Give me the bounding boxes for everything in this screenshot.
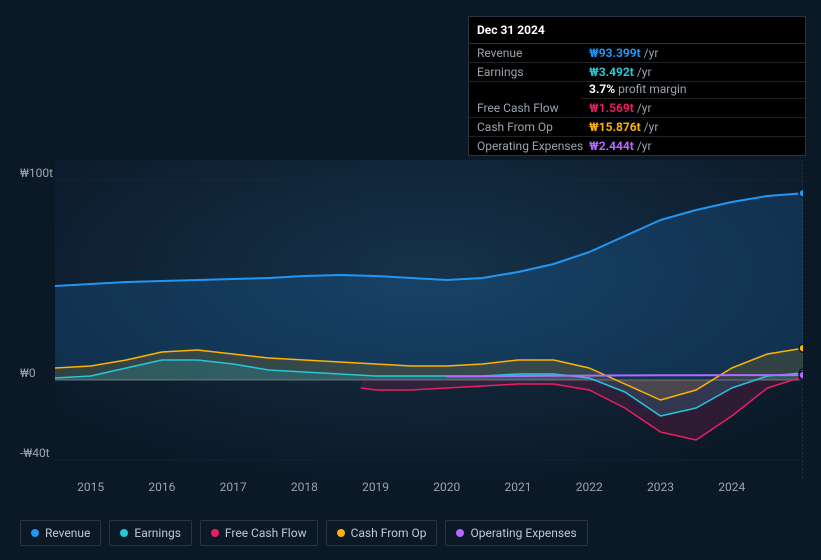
tooltip-row: Operating Expenses₩2.444t/yr: [469, 137, 805, 155]
x-axis-label: 2021: [505, 480, 532, 494]
tooltip-row-label: Operating Expenses: [477, 139, 589, 153]
tooltip-row: Free Cash Flow₩1.569t/yr: [469, 99, 805, 118]
y-axis-label: ₩100t: [20, 166, 53, 180]
x-axis-label: 2016: [148, 480, 175, 494]
tooltip-sub: 3.7%profit margin: [581, 82, 805, 99]
tooltip-row-value: ₩1.569t/yr: [589, 101, 652, 115]
x-axis-label: 2019: [362, 480, 389, 494]
legend-dot-icon: [31, 529, 39, 537]
legend-label: Free Cash Flow: [225, 526, 307, 540]
tooltip-row-value: ₩2.444t/yr: [589, 139, 652, 153]
tooltip-row: Revenue₩93.399t/yr: [469, 44, 805, 63]
chart-legend: Revenue Earnings Free Cash Flow Cash From O…: [20, 520, 588, 546]
x-axis-label: 2020: [433, 480, 460, 494]
chart-tooltip: Dec 31 2024 Revenue₩93.399t/yrEarnings₩3…: [468, 16, 806, 156]
financial-chart: [55, 160, 803, 480]
tooltip-row-label: Free Cash Flow: [477, 101, 589, 115]
x-axis-label: 2015: [77, 480, 104, 494]
legend-label: Cash From Op: [351, 526, 427, 540]
legend-item[interactable]: Free Cash Flow: [200, 520, 318, 546]
legend-item[interactable]: Revenue: [20, 520, 101, 546]
legend-label: Earnings: [134, 526, 181, 540]
legend-dot-icon: [120, 529, 128, 537]
legend-item[interactable]: Cash From Op: [326, 520, 438, 546]
tooltip-row: Earnings₩3.492t/yr: [469, 63, 805, 82]
tooltip-date: Dec 31 2024: [469, 17, 805, 44]
legend-dot-icon: [456, 529, 464, 537]
tooltip-row-label: Cash From Op: [477, 120, 589, 134]
tooltip-row: Cash From Op₩15.876t/yr: [469, 118, 805, 137]
x-axis-label: 2017: [220, 480, 247, 494]
tooltip-row-value: ₩3.492t/yr: [589, 65, 652, 79]
legend-item[interactable]: Earnings: [109, 520, 192, 546]
legend-label: Operating Expenses: [470, 526, 576, 540]
y-axis-label: -₩40t: [20, 446, 50, 460]
x-axis-label: 2023: [647, 480, 674, 494]
y-axis-label: ₩0: [20, 366, 36, 380]
tooltip-row-value: ₩93.399t/yr: [589, 46, 658, 60]
x-axis-label: 2018: [291, 480, 318, 494]
legend-item[interactable]: Operating Expenses: [445, 520, 587, 546]
legend-dot-icon: [211, 529, 219, 537]
tooltip-row-label: Revenue: [477, 46, 589, 60]
x-axis-label: 2024: [718, 480, 745, 494]
x-axis-label: 2022: [576, 480, 603, 494]
legend-dot-icon: [337, 529, 345, 537]
tooltip-row-value: ₩15.876t/yr: [589, 120, 658, 134]
legend-label: Revenue: [45, 526, 90, 540]
tooltip-row-label: Earnings: [477, 65, 589, 79]
